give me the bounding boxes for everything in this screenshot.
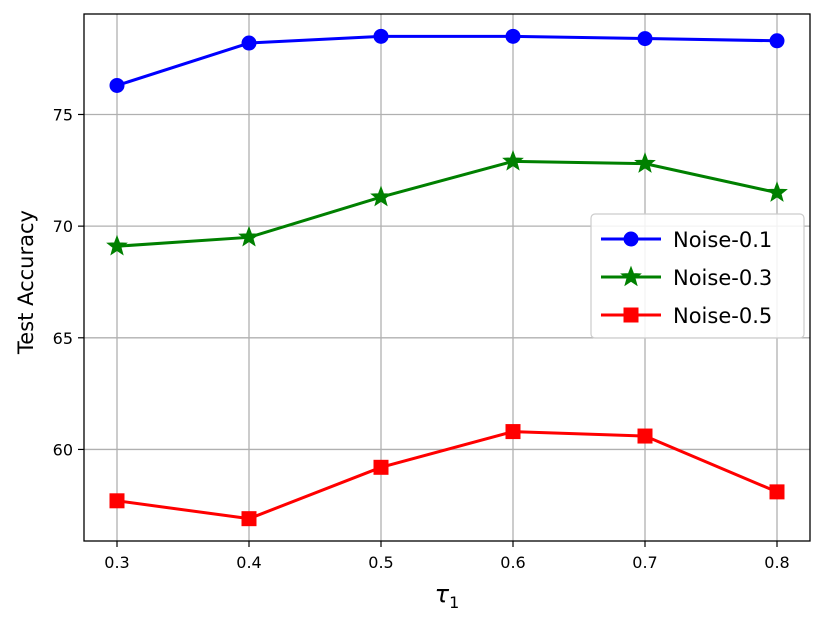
data-point-2	[766, 181, 788, 202]
data-point-3	[637, 428, 653, 444]
ticks-layer: 0.3 0.4 0.5 0.6 0.7 0.8 60 65 70 75	[53, 105, 790, 572]
legend-label-3: Noise-0.5	[673, 304, 772, 328]
data-point-1	[373, 28, 389, 44]
x-tick-label: 0.6	[500, 553, 525, 572]
data-point-2	[106, 234, 128, 256]
data-point-2	[502, 149, 524, 171]
y-tick-label: 70	[53, 217, 73, 236]
legend-label-1: Noise-0.1	[673, 228, 772, 252]
data-point-2	[634, 152, 656, 173]
legend-box	[590, 213, 805, 339]
series-layer	[106, 28, 788, 527]
axes-layer	[83, 13, 811, 542]
x-axis-label-symbol: τ	[435, 580, 450, 608]
data-point-1	[637, 31, 653, 47]
x-tick-label: 0.7	[632, 553, 657, 572]
data-point-3	[241, 511, 257, 527]
legend-marker-1	[623, 231, 639, 247]
y-axis-label: Test Accuracy	[14, 210, 38, 355]
x-axis-label: τ1	[435, 580, 460, 612]
x-tick-label: 0.8	[764, 553, 789, 572]
y-tick-label: 60	[53, 440, 73, 459]
y-tick-label: 75	[53, 105, 73, 124]
data-point-1	[241, 35, 257, 51]
data-point-1	[505, 28, 521, 44]
data-point-1	[769, 33, 785, 49]
legend-marker-2	[620, 265, 642, 287]
plot-frame	[83, 13, 811, 542]
data-point-1	[109, 77, 125, 93]
y-tick-label: 65	[53, 329, 73, 348]
x-tick-label: 0.3	[104, 553, 129, 572]
data-point-3	[109, 493, 125, 509]
series-line-3	[116, 430, 778, 521]
data-point-2	[238, 225, 260, 247]
x-tick-label: 0.4	[236, 553, 261, 572]
data-point-3	[769, 484, 785, 500]
series-line-1	[116, 34, 778, 87]
legend: Noise-0.1 Noise-0.3 Noise-0.5	[590, 213, 805, 339]
legend-label-2: Noise-0.3	[673, 266, 772, 290]
series-line-2	[116, 159, 778, 248]
data-point-2	[370, 185, 392, 207]
data-point-3	[373, 459, 389, 475]
legend-marker-3	[623, 307, 639, 323]
x-tick-label: 0.5	[368, 553, 393, 572]
data-point-3	[505, 424, 521, 440]
x-axis-label-subscript: 1	[449, 593, 459, 612]
